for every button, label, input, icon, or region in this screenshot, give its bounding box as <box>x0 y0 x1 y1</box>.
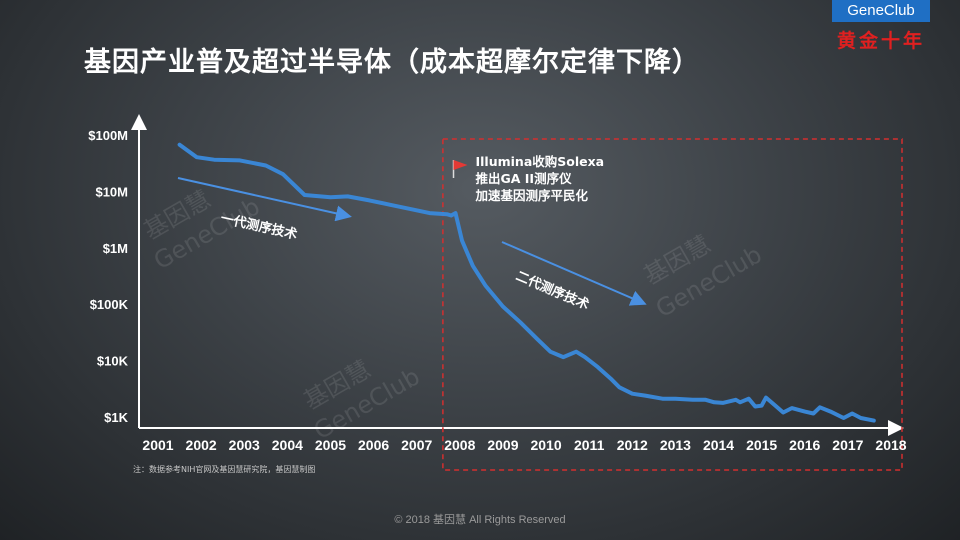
copyright-footer: © 2018 基因慧 All Rights Reserved <box>394 514 566 526</box>
era-arrow <box>501 241 647 306</box>
era-arrow <box>177 177 352 222</box>
x-tick-label: 2012 <box>617 437 648 453</box>
y-tick-label: $10M <box>95 184 128 199</box>
annotation-text: Illumina收购Solexa <box>476 154 605 169</box>
brand-logo: GeneClub <box>832 0 930 22</box>
x-tick-label: 2018 <box>875 437 906 453</box>
x-tick-label: 2011 <box>574 437 605 453</box>
x-tick-label: 2013 <box>660 437 691 453</box>
x-tick-label: 2016 <box>789 437 820 453</box>
y-tick-label: $10K <box>97 354 129 369</box>
x-tick-label: 2007 <box>401 437 432 453</box>
x-tick-label: 2003 <box>229 437 260 453</box>
x-tick-label: 2008 <box>444 437 475 453</box>
x-tick-label: 2010 <box>530 437 561 453</box>
y-tick-label: $100K <box>90 297 129 312</box>
annotation-text: 推出GA II测序仪 <box>476 171 573 186</box>
annotation-text: 加速基因测序平民化 <box>475 188 589 203</box>
x-tick-label: 2009 <box>487 437 518 453</box>
data-source-note: 注：数据参考NIH官网及基因慧研究院，基因慧制图 <box>133 465 316 474</box>
x-tick-label: 2017 <box>832 437 863 453</box>
cost-series-line <box>177 142 876 423</box>
x-tick-label: 2014 <box>703 437 734 453</box>
x-tick-label: 2006 <box>358 437 389 453</box>
y-tick-label: $100M <box>88 128 128 143</box>
x-tick-label: 2001 <box>142 437 173 453</box>
highlight-region <box>442 138 903 471</box>
page-title: 基因产业普及超过半导体（成本超摩尔定律下降） <box>84 47 700 78</box>
x-tick-label: 2004 <box>272 437 303 453</box>
y-tick-label: $1K <box>104 410 128 425</box>
x-tick-label: 2015 <box>746 437 777 453</box>
y-tick-label: $1M <box>103 241 128 256</box>
x-tick-label: 2005 <box>315 437 346 453</box>
flag-marker <box>453 160 468 170</box>
brand-tagline: 黄金十年 <box>836 30 925 52</box>
x-tick-label: 2002 <box>186 437 217 453</box>
